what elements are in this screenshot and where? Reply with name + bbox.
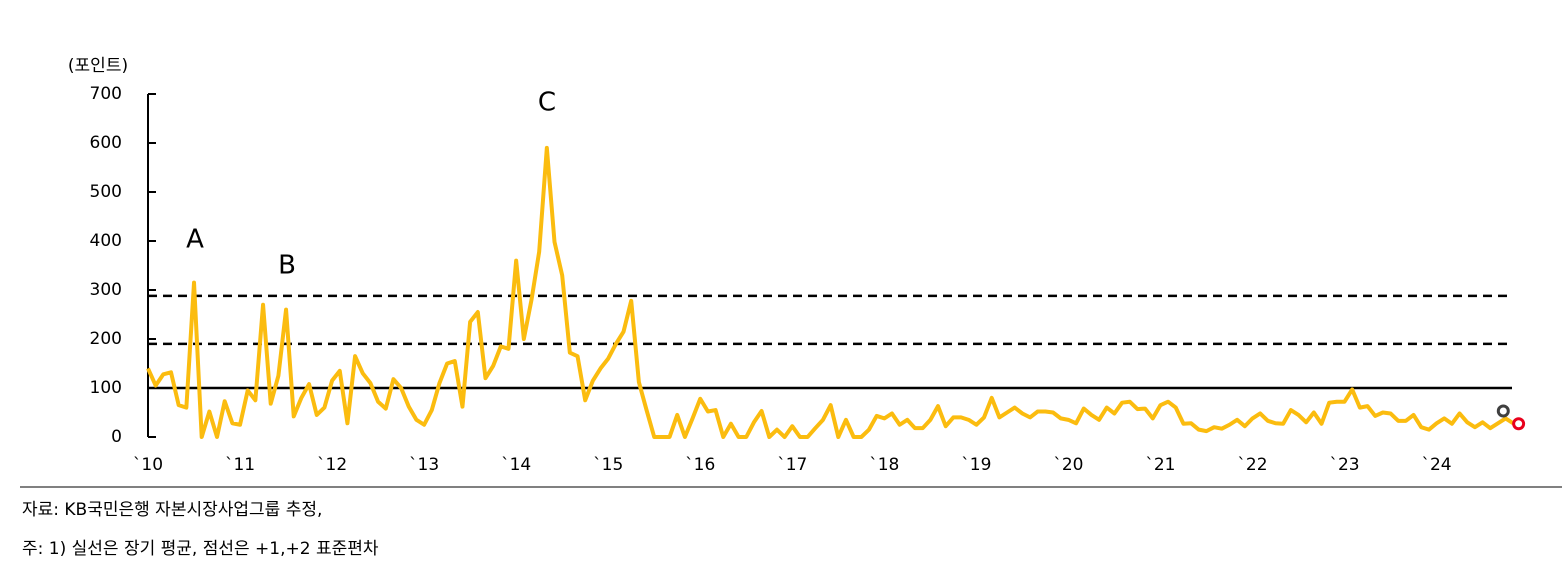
marker bbox=[1512, 417, 1526, 431]
source-note: 자료: KB국민은행 자본시장사업그룹 추정, bbox=[22, 500, 322, 520]
x-tick-label: `13 bbox=[409, 455, 439, 475]
x-tick-label: `10 bbox=[133, 455, 163, 475]
y-tick-label: 100 bbox=[90, 378, 122, 398]
x-tick-label: `21 bbox=[1145, 455, 1175, 475]
annotation: B bbox=[278, 251, 296, 281]
y-tick-label: 300 bbox=[90, 280, 122, 300]
x-tick-label: `20 bbox=[1053, 455, 1083, 475]
x-tick-label: `16 bbox=[685, 455, 715, 475]
x-tick-label: `24 bbox=[1421, 455, 1451, 475]
y-axis-label: (포인트) bbox=[68, 56, 128, 76]
x-tick-label: `22 bbox=[1237, 455, 1267, 475]
footnote: 주: 1) 실선은 장기 평균, 점선은 +1,+2 표준편차 bbox=[22, 539, 379, 559]
x-tick-label: `11 bbox=[225, 455, 255, 475]
x-tick-label: `23 bbox=[1329, 455, 1359, 475]
x-tick-label: `18 bbox=[869, 455, 899, 475]
y-tick-label: 600 bbox=[90, 133, 122, 153]
y-tick-label: 400 bbox=[90, 231, 122, 251]
annotation: A bbox=[186, 225, 204, 255]
y-tick-label: 500 bbox=[90, 182, 122, 202]
x-tick-label: `17 bbox=[777, 455, 807, 475]
marker bbox=[1496, 404, 1510, 418]
y-tick-label: 200 bbox=[90, 329, 122, 349]
x-tick-label: `12 bbox=[317, 455, 347, 475]
series-line bbox=[146, 145, 1515, 439]
x-tick-label: `19 bbox=[961, 455, 991, 475]
annotation: C bbox=[538, 88, 556, 118]
y-tick-label: 0 bbox=[111, 427, 122, 447]
x-tick-label: `14 bbox=[501, 455, 531, 475]
x-tick-label: `15 bbox=[593, 455, 623, 475]
y-tick-label: 700 bbox=[90, 84, 122, 104]
